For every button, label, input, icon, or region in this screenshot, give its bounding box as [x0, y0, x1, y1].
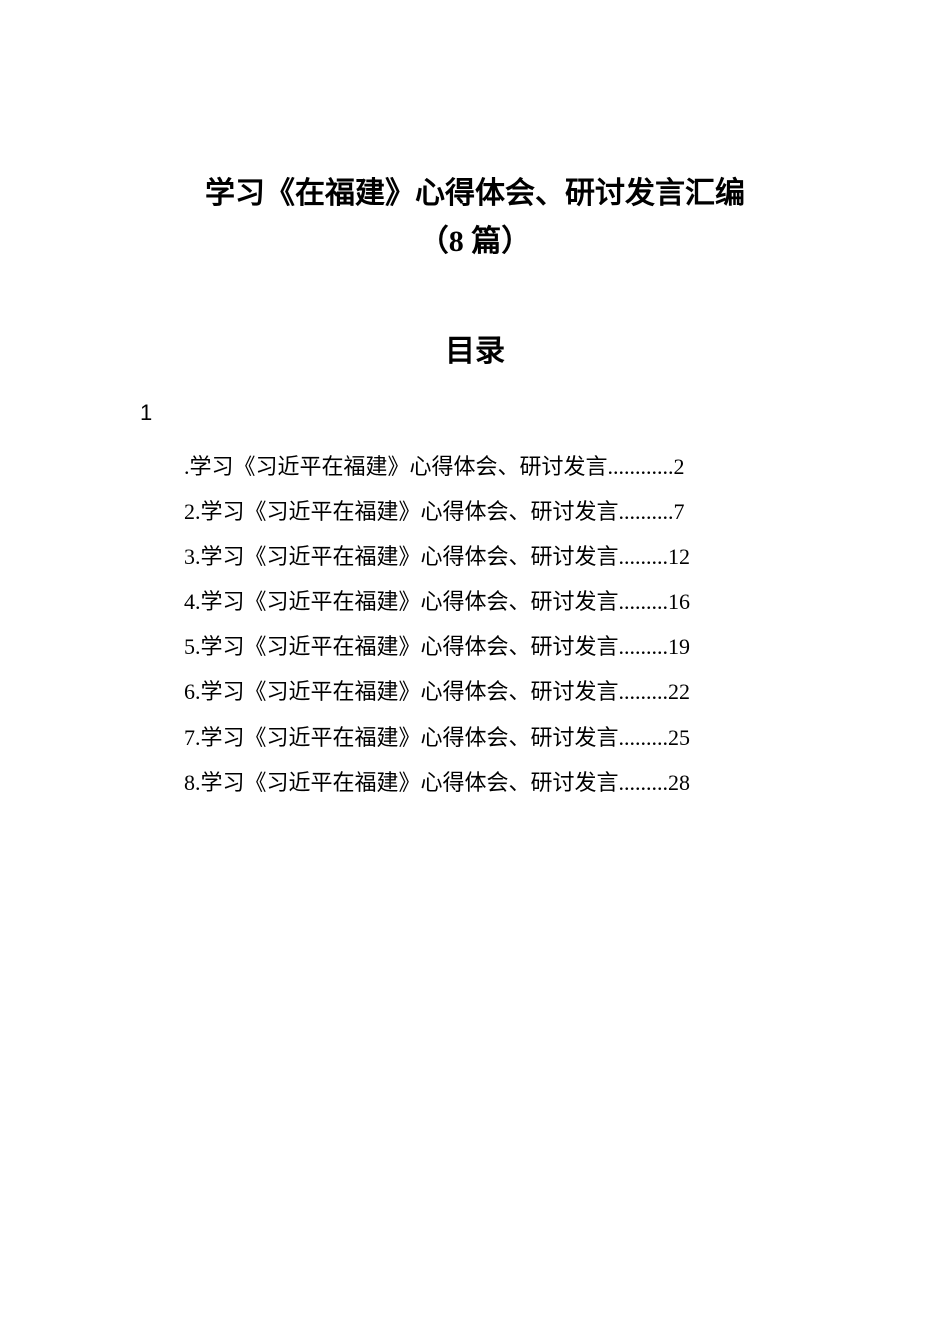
- toc-item-page: 2: [674, 444, 685, 489]
- subtitle: （8 篇）: [140, 218, 810, 266]
- toc-list: . 学习《习近平在福建》心得体会、研讨发言 ............ 2 2. …: [140, 444, 810, 805]
- toc-item-prefix: 3.: [184, 534, 201, 579]
- toc-item-prefix: 2.: [184, 489, 201, 534]
- toc-item-dots: ..........: [619, 489, 674, 534]
- toc-item-text: 学习《习近平在福建》心得体会、研讨发言: [201, 715, 619, 760]
- toc-item-prefix: 4.: [184, 579, 201, 624]
- toc-item-text: 学习《习近平在福建》心得体会、研讨发言: [201, 760, 619, 805]
- toc-item-prefix: 6.: [184, 669, 201, 714]
- toc-item-text: 学习《习近平在福建》心得体会、研讨发言: [201, 579, 619, 624]
- toc-item-page: 22: [668, 669, 690, 714]
- toc-item: 4. 学习《习近平在福建》心得体会、研讨发言 ......... 16: [184, 579, 810, 624]
- toc-item-dots: .........: [619, 760, 669, 805]
- toc-item-text: 学习《习近平在福建》心得体会、研讨发言: [201, 669, 619, 714]
- toc-item-text: 学习《习近平在福建》心得体会、研讨发言: [190, 444, 608, 489]
- main-title: 学习《在福建》心得体会、研讨发言汇编: [140, 170, 810, 218]
- toc-item-page: 7: [674, 489, 685, 534]
- toc-item-page: 19: [668, 624, 690, 669]
- toc-item-prefix: 7.: [184, 715, 201, 760]
- toc-item-page: 25: [668, 715, 690, 760]
- toc-item: 5. 学习《习近平在福建》心得体会、研讨发言 ......... 19: [184, 624, 810, 669]
- toc-item: 3. 学习《习近平在福建》心得体会、研讨发言 ......... 12: [184, 534, 810, 579]
- toc-item-page: 28: [668, 760, 690, 805]
- toc-item-dots: .........: [619, 715, 669, 760]
- toc-item-dots: .........: [619, 534, 669, 579]
- toc-item-page: 12: [668, 534, 690, 579]
- toc-item-prefix: 5.: [184, 624, 201, 669]
- toc-item-dots: ............: [608, 444, 674, 489]
- toc-item: 2. 学习《习近平在福建》心得体会、研讨发言 .......... 7: [184, 489, 810, 534]
- toc-item: . 学习《习近平在福建》心得体会、研讨发言 ............ 2: [184, 444, 810, 489]
- toc-item: 8. 学习《习近平在福建》心得体会、研讨发言 ......... 28: [184, 760, 810, 805]
- toc-item-text: 学习《习近平在福建》心得体会、研讨发言: [201, 489, 619, 534]
- toc-item-dots: .........: [619, 579, 669, 624]
- toc-item: 6. 学习《习近平在福建》心得体会、研讨发言 ......... 22: [184, 669, 810, 714]
- toc-heading: 目录: [140, 326, 810, 370]
- toc-item-text: 学习《习近平在福建》心得体会、研讨发言: [201, 534, 619, 579]
- toc-item-prefix: 8.: [184, 760, 201, 805]
- title-container: 学习《在福建》心得体会、研讨发言汇编 （8 篇）: [140, 170, 810, 266]
- toc-item-text: 学习《习近平在福建》心得体会、研讨发言: [201, 624, 619, 669]
- toc-item-dots: .........: [619, 669, 669, 714]
- toc-item-page: 16: [668, 579, 690, 624]
- stray-number: 1: [140, 400, 810, 426]
- toc-item: 7. 学习《习近平在福建》心得体会、研讨发言 ......... 25: [184, 715, 810, 760]
- toc-item-dots: .........: [619, 624, 669, 669]
